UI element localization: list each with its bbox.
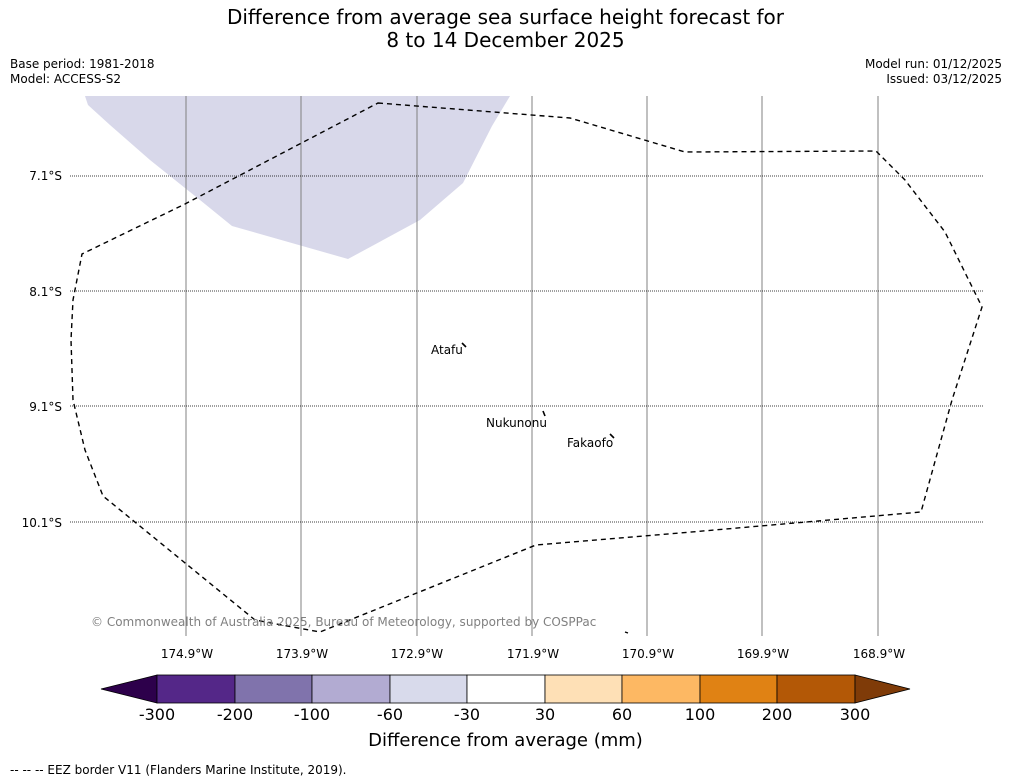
lat-label: 8.1°S <box>29 285 62 299</box>
parallel-lines <box>70 175 983 523</box>
lon-label: 172.9°W <box>391 647 443 661</box>
place-label-fakaofo: Fakaofo <box>567 436 613 450</box>
longitude-labels: 174.9°W 173.9°W 172.9°W 171.9°W 170.9°W … <box>161 647 905 661</box>
colorbar-bin <box>699 674 778 704</box>
copyright-notice: © Commonwealth of Australia 2025, Bureau… <box>91 615 596 629</box>
eez-footnote: -- -- -- EEZ border V11 (Flanders Marine… <box>10 763 347 777</box>
colorbar-tick: -60 <box>377 705 403 724</box>
lon-label: 168.9°W <box>853 647 905 661</box>
colorbar-tick: 200 <box>762 705 793 724</box>
colorbar-ticks: -300 -200 -100 -60 -30 30 60 100 200 300 <box>139 705 870 724</box>
lon-label: 173.9°W <box>276 647 328 661</box>
colorbar-bin <box>389 674 468 704</box>
colorbar-bin <box>156 674 236 704</box>
lon-label: 169.9°W <box>737 647 789 661</box>
colorbar-bin <box>621 674 701 704</box>
lon-label: 171.9°W <box>507 647 559 661</box>
map-title: Difference from average sea surface heig… <box>0 6 1011 52</box>
meta-right: Model run: 01/12/2025 Issued: 03/12/2025 <box>865 57 1002 87</box>
colorbar-bin <box>776 674 856 704</box>
meta-left: Base period: 1981-2018 Model: ACCESS-S2 <box>10 57 155 87</box>
place-label-nukunonu: Nukunonu <box>486 416 547 430</box>
colorbar-tick: 30 <box>535 705 555 724</box>
lon-label: 170.9°W <box>622 647 674 661</box>
colorbar-tick: -100 <box>294 705 330 724</box>
lat-label: 10.1°S <box>22 516 62 530</box>
colorbar-tick: -200 <box>217 705 253 724</box>
lat-label: 9.1°S <box>29 400 62 414</box>
colorbar <box>100 674 911 704</box>
colorbar-bin <box>466 674 546 704</box>
latitude-labels: 7.1°S 8.1°S 9.1°S 10.1°S <box>22 169 62 530</box>
colorbar-extend-high <box>854 674 911 704</box>
model-name: Model: ACCESS-S2 <box>10 72 122 86</box>
sea-level-anomaly-area <box>85 96 510 259</box>
nukunonu-island <box>542 410 546 417</box>
colorbar-tick: 300 <box>840 705 871 724</box>
colorbar-bin <box>234 674 313 704</box>
place-label-atafu: Atafu <box>431 343 463 357</box>
colorbar-tick: -300 <box>139 705 175 724</box>
issued-date: Issued: 03/12/2025 <box>886 72 1002 86</box>
base-period: Base period: 1981-2018 <box>10 57 155 71</box>
model-run: Model run: 01/12/2025 <box>864 57 1002 71</box>
swains-mark <box>624 631 629 634</box>
title-line-2: 8 to 14 December 2025 <box>386 28 625 52</box>
lon-label: 174.9°W <box>161 647 213 661</box>
colorbar-tick: -30 <box>454 705 480 724</box>
colorbar-tick: 100 <box>685 705 716 724</box>
eez-border <box>70 102 983 633</box>
colorbar-tick: 60 <box>612 705 632 724</box>
colorbar-bin <box>544 674 623 704</box>
lat-label: 7.1°S <box>29 169 62 183</box>
fakaofo-island <box>609 433 615 439</box>
colorbar-bin <box>311 674 391 704</box>
colorbar-extend-low <box>100 674 158 704</box>
title-line-1: Difference from average sea surface heig… <box>226 5 785 29</box>
colorbar-label: Difference from average (mm) <box>368 730 643 751</box>
atafu-island <box>461 342 467 348</box>
